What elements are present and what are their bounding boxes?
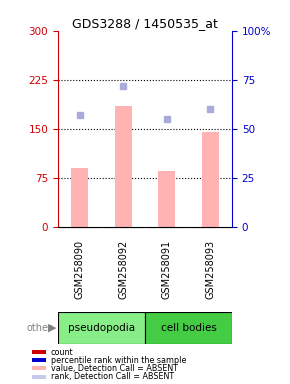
- Bar: [115, 106, 132, 227]
- Bar: [32, 350, 46, 354]
- Bar: [202, 132, 219, 227]
- Text: percentile rank within the sample: percentile rank within the sample: [51, 356, 186, 365]
- Bar: [58, 312, 145, 344]
- Bar: [71, 168, 88, 227]
- Title: GDS3288 / 1450535_at: GDS3288 / 1450535_at: [72, 17, 218, 30]
- Text: cell bodies: cell bodies: [161, 323, 216, 333]
- Text: pseudopodia: pseudopodia: [68, 323, 135, 333]
- Text: rank, Detection Call = ABSENT: rank, Detection Call = ABSENT: [51, 372, 174, 381]
- Text: value, Detection Call = ABSENT: value, Detection Call = ABSENT: [51, 364, 178, 373]
- Bar: [158, 171, 175, 227]
- Bar: [32, 358, 46, 362]
- Text: GSM258091: GSM258091: [162, 240, 172, 299]
- Text: ▶: ▶: [48, 323, 57, 333]
- Bar: [32, 375, 46, 379]
- Text: GSM258090: GSM258090: [75, 240, 85, 299]
- Text: GSM258093: GSM258093: [205, 240, 215, 299]
- Bar: [32, 366, 46, 370]
- Text: GSM258092: GSM258092: [118, 240, 128, 300]
- Bar: [145, 312, 232, 344]
- Text: other: other: [26, 323, 52, 333]
- Text: count: count: [51, 348, 73, 357]
